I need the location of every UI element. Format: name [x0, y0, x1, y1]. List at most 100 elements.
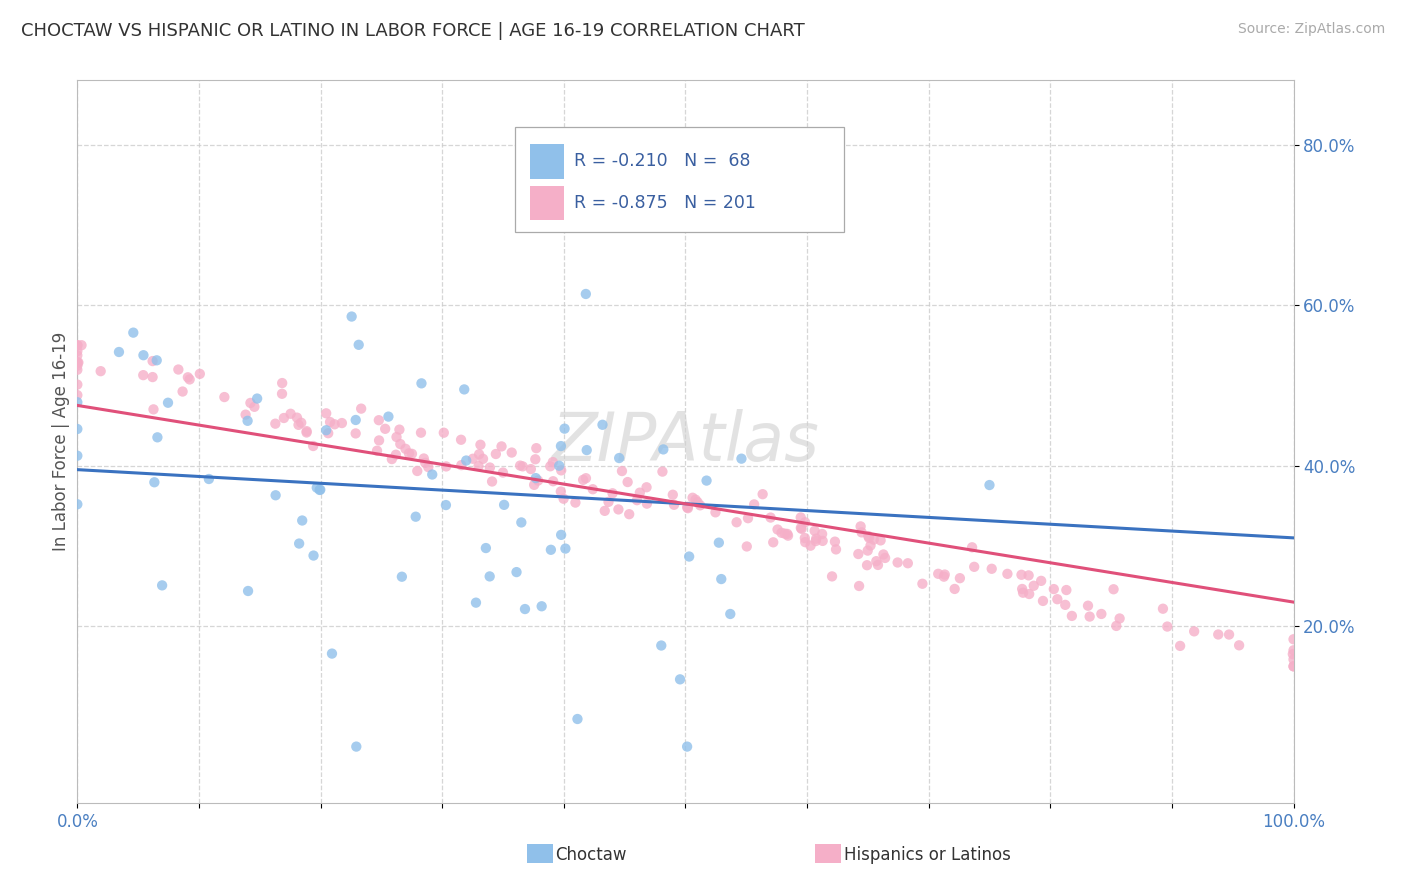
Point	[1282, 659, 1305, 673]
Point	[803, 524, 825, 538]
Point	[66, 338, 89, 352]
Point	[66, 338, 89, 352]
Point	[509, 458, 531, 473]
Point	[1031, 574, 1053, 588]
Point	[394, 442, 416, 456]
Point	[145, 353, 167, 368]
Point	[858, 529, 880, 543]
Point	[710, 572, 733, 586]
Point	[759, 510, 782, 524]
Point	[866, 558, 889, 572]
Point	[872, 548, 894, 562]
Point	[434, 459, 457, 474]
Point	[550, 528, 572, 542]
Point	[858, 531, 880, 545]
Point	[825, 542, 848, 557]
Text: Hispanics or Latinos: Hispanics or Latinos	[844, 846, 1011, 863]
Point	[725, 515, 748, 529]
Point	[849, 519, 872, 533]
Point	[575, 471, 598, 485]
Point	[214, 390, 236, 404]
Point	[315, 423, 337, 437]
Point	[406, 464, 429, 478]
Point	[243, 400, 266, 414]
Point	[548, 458, 571, 473]
Point	[66, 422, 89, 436]
Point	[330, 416, 353, 430]
Point	[512, 459, 534, 474]
Point	[492, 466, 515, 480]
Point	[302, 439, 325, 453]
Point	[997, 566, 1019, 581]
Point	[862, 533, 884, 547]
Point	[478, 460, 501, 475]
Point	[960, 541, 983, 555]
Point	[142, 402, 165, 417]
Point	[1043, 582, 1066, 596]
Point	[790, 522, 813, 536]
Point	[344, 739, 367, 754]
Point	[347, 338, 370, 352]
Point	[650, 639, 672, 653]
Point	[412, 451, 434, 466]
Point	[707, 535, 730, 549]
Point	[1168, 639, 1191, 653]
Point	[799, 539, 821, 553]
Point	[811, 527, 834, 541]
Point	[398, 446, 420, 460]
FancyBboxPatch shape	[530, 144, 564, 178]
Point	[598, 495, 620, 509]
Point	[651, 465, 673, 479]
Point	[1156, 619, 1178, 633]
Point	[405, 509, 427, 524]
Point	[290, 416, 312, 430]
Point	[607, 502, 630, 516]
Point	[538, 459, 561, 474]
Point	[593, 504, 616, 518]
Point	[305, 481, 328, 495]
Point	[264, 417, 287, 431]
Point	[188, 367, 211, 381]
Point	[1102, 582, 1125, 597]
Point	[350, 401, 373, 416]
Point	[367, 413, 389, 427]
Point	[167, 362, 190, 376]
Point	[776, 527, 799, 541]
Point	[70, 338, 93, 352]
Text: Source: ZipAtlas.com: Source: ZipAtlas.com	[1237, 22, 1385, 37]
Point	[66, 344, 89, 359]
Point	[389, 437, 412, 451]
Point	[1077, 599, 1099, 613]
Point	[1152, 601, 1174, 615]
Point	[776, 528, 799, 542]
Point	[678, 549, 700, 564]
Point	[411, 376, 433, 391]
Point	[865, 554, 887, 568]
Point	[434, 498, 457, 512]
Point	[851, 525, 873, 540]
Point	[1227, 638, 1250, 652]
Point	[385, 430, 408, 444]
Point	[762, 535, 785, 549]
Point	[554, 541, 576, 556]
Point	[67, 355, 90, 369]
Point	[1012, 585, 1035, 599]
Point	[1054, 598, 1077, 612]
Point	[1282, 652, 1305, 666]
Point	[1046, 592, 1069, 607]
Point	[66, 348, 89, 362]
Point	[468, 447, 491, 461]
Point	[793, 531, 815, 545]
Point	[811, 533, 834, 548]
Point	[295, 424, 318, 438]
Point	[391, 570, 413, 584]
Point	[626, 493, 648, 508]
Point	[704, 505, 727, 519]
Point	[494, 498, 516, 512]
Point	[524, 441, 547, 455]
Point	[264, 488, 287, 502]
Point	[824, 534, 846, 549]
Text: R = -0.875   N = 201: R = -0.875 N = 201	[574, 194, 755, 212]
Point	[1054, 582, 1077, 597]
Point	[1078, 609, 1101, 624]
